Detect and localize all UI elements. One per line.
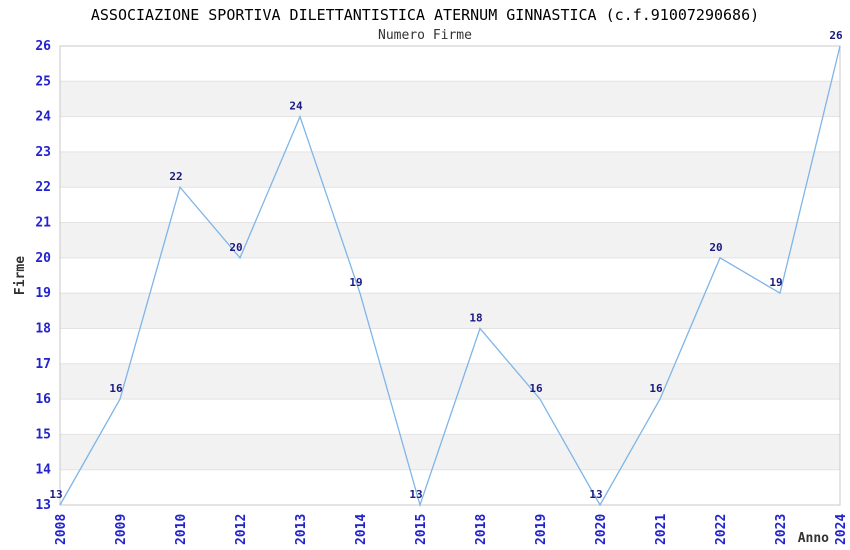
- x-tick-label: 2008: [54, 514, 69, 545]
- y-tick-label: 13: [35, 498, 51, 513]
- data-point-label: 13: [409, 488, 422, 501]
- y-tick-label: 16: [35, 392, 51, 407]
- x-axis-title: Anno: [798, 531, 829, 546]
- data-point-label: 20: [229, 241, 242, 254]
- x-tick-label: 2010: [174, 514, 189, 545]
- y-tick-label: 14: [35, 463, 51, 478]
- x-tick-label: 2024: [834, 514, 849, 545]
- y-axis-title: Firme: [13, 256, 28, 295]
- x-tick-label: 2009: [114, 514, 129, 545]
- y-tick-label: 18: [35, 321, 51, 336]
- x-tick-label: 2019: [534, 514, 549, 545]
- grid-band: [60, 222, 840, 258]
- y-tick-label: 15: [35, 427, 51, 442]
- data-point-label: 18: [469, 311, 482, 324]
- data-point-label: 16: [649, 382, 663, 395]
- data-point-label: 26: [829, 29, 843, 42]
- y-tick-label: 19: [35, 286, 51, 301]
- data-point-label: 19: [769, 276, 782, 289]
- grid-band: [60, 363, 840, 400]
- y-tick-label: 22: [35, 180, 51, 195]
- y-tick-label: 21: [35, 216, 51, 231]
- data-point-label: 13: [49, 488, 62, 501]
- y-tick-label: 23: [35, 145, 51, 160]
- x-tick-label: 2014: [354, 514, 369, 545]
- data-point-label: 24: [289, 100, 303, 113]
- y-tick-label: 25: [35, 74, 51, 89]
- x-tick-label: 2012: [234, 514, 249, 545]
- chart-title: ASSOCIAZIONE SPORTIVA DILETTANTISTICA AT…: [90, 6, 760, 24]
- chart-line: [59, 45, 841, 508]
- x-tick-label: 2015: [414, 514, 429, 545]
- x-tick-label: 2022: [714, 514, 729, 545]
- x-tick-label: 2023: [774, 514, 789, 545]
- x-tick-label: 2021: [654, 514, 669, 545]
- y-tick-label: 20: [35, 251, 51, 266]
- data-point-label: 22: [169, 170, 182, 183]
- data-point-label: 16: [529, 382, 543, 395]
- data-point-label: 16: [109, 382, 123, 395]
- x-tick-label: 2018: [474, 514, 489, 545]
- grid-band: [60, 293, 840, 329]
- data-point-label: 19: [349, 276, 362, 289]
- y-tick-label: 26: [35, 39, 51, 54]
- grid-band: [60, 151, 840, 188]
- data-point-label: 13: [589, 488, 602, 501]
- chart-subtitle: Numero Firme: [378, 28, 472, 43]
- plot-border: [59, 45, 841, 506]
- y-tick-label: 24: [35, 110, 51, 125]
- y-tick-label: 17: [35, 357, 51, 372]
- x-tick-label: 2020: [594, 514, 609, 545]
- data-point-label: 20: [709, 241, 722, 254]
- grid-band: [60, 434, 840, 470]
- grid-band: [60, 81, 840, 117]
- x-tick-label: 2013: [294, 514, 309, 545]
